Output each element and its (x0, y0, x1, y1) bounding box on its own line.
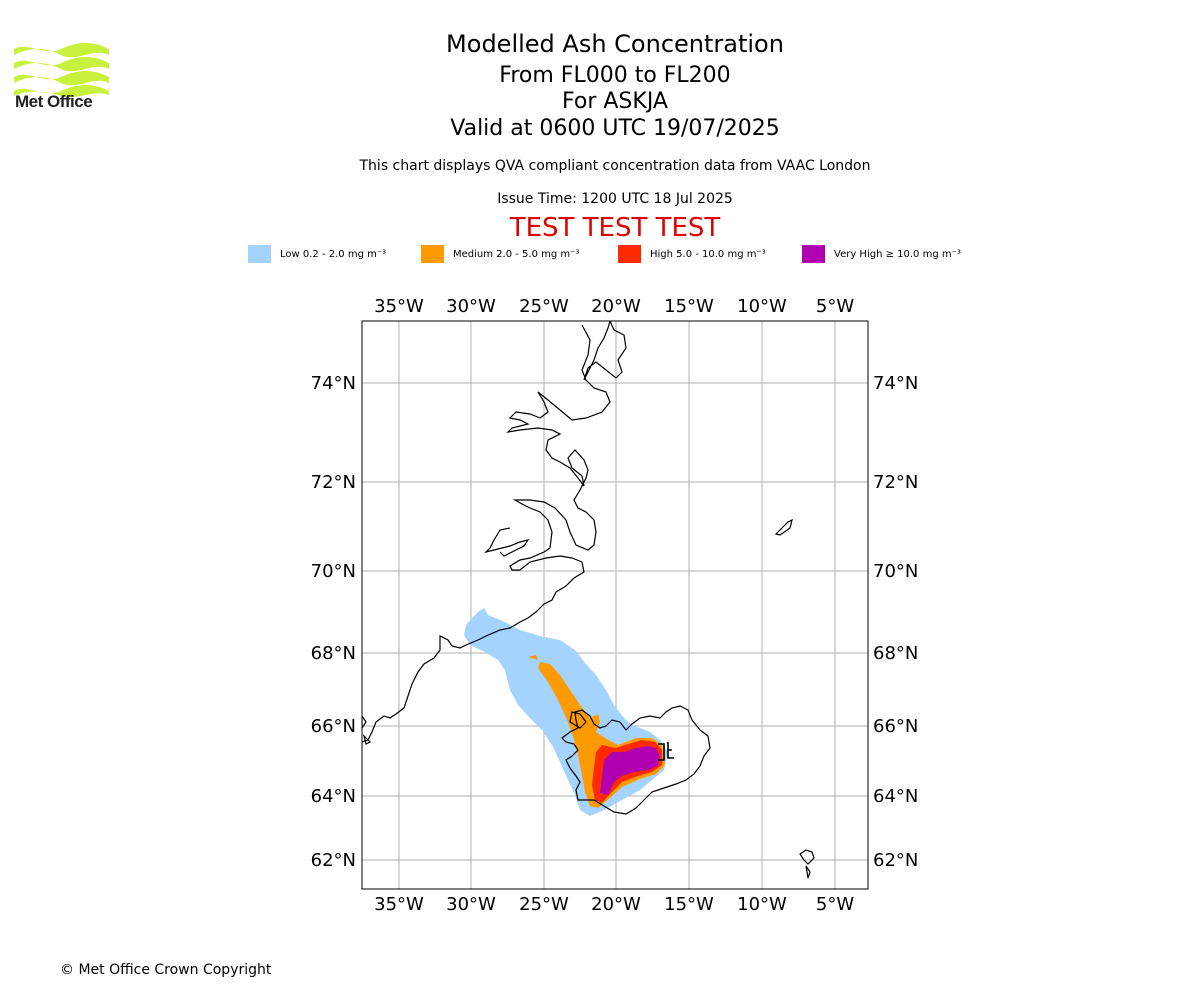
coast-faroes (799, 849, 815, 879)
lat-tick-left: 68°N (311, 643, 356, 664)
lon-tick-bottom: 15°W (664, 894, 714, 915)
lon-tick-bottom: 30°W (446, 894, 496, 915)
coast-greenland (362, 321, 627, 743)
legend-swatch-low (248, 245, 271, 263)
lon-tick-bottom: 5°W (816, 894, 854, 915)
coast-jan-mayen (774, 518, 793, 536)
coastlines (362, 321, 815, 879)
lat-tick-left: 72°N (311, 472, 356, 493)
coast-greenland-fjord-2 (362, 714, 372, 745)
lat-tick-left: 64°N (311, 786, 356, 807)
copyright-notice: © Met Office Crown Copyright (60, 962, 272, 978)
lat-tick-right: 70°N (873, 561, 918, 582)
volcano-marker (658, 742, 674, 761)
legend-swatch-high (618, 245, 641, 263)
chart-description: This chart displays QVA compliant concen… (359, 158, 871, 174)
lon-tick-top: 25°W (519, 296, 569, 317)
volcano-name: For ASKJA (562, 89, 668, 114)
lon-tick-top: 35°W (374, 296, 424, 317)
legend-label-very-high: Very High ≥ 10.0 mg m⁻³ (834, 248, 961, 260)
lat-tick-right: 62°N (873, 850, 918, 871)
lon-tick-top: 10°W (737, 296, 787, 317)
lon-ticks-bottom: 35°W 30°W 25°W 20°W 15°W 10°W 5°W (374, 894, 854, 915)
ash-plume (464, 608, 668, 816)
legend-item-low: Low 0.2 - 2.0 mg m⁻³ (248, 244, 386, 264)
lat-tick-right: 74°N (873, 373, 918, 394)
test-banner: TEST TEST TEST (509, 213, 721, 243)
legend-label-high: High 5.0 - 10.0 mg m⁻³ (650, 248, 766, 260)
lat-tick-left: 70°N (311, 561, 356, 582)
coast-iceland-westfjords (569, 711, 587, 729)
lon-tick-top: 20°W (591, 296, 641, 317)
legend-item-medium: Medium 2.0 - 5.0 mg m⁻³ (421, 244, 579, 264)
lat-tick-left: 74°N (311, 373, 356, 394)
lat-ticks-left: 74°N 72°N 70°N 68°N 66°N 64°N 62°N (311, 373, 356, 871)
map-grid (362, 321, 868, 889)
legend-swatch-medium (421, 245, 444, 263)
lon-tick-top: 5°W (816, 296, 854, 317)
lat-tick-right: 68°N (873, 643, 918, 664)
lon-tick-top: 30°W (446, 296, 496, 317)
lat-tick-left: 62°N (311, 850, 356, 871)
coast-iceland (561, 705, 711, 815)
lon-tick-bottom: 25°W (519, 894, 569, 915)
lat-tick-right: 72°N (873, 472, 918, 493)
ash-very-high-region (600, 746, 660, 795)
valid-time: Valid at 0600 UTC 19/07/2025 (450, 116, 780, 141)
lat-tick-right: 66°N (873, 716, 918, 737)
map-frame (361, 320, 869, 890)
flight-level-range: From FL000 to FL200 (499, 63, 731, 88)
lat-ticks-right: 74°N 72°N 70°N 68°N 66°N 64°N 62°N (873, 373, 918, 871)
lon-tick-bottom: 20°W (591, 894, 641, 915)
lon-tick-bottom: 35°W (374, 894, 424, 915)
legend-label-low: Low 0.2 - 2.0 mg m⁻³ (280, 248, 387, 260)
legend-item-very-high: Very High ≥ 10.0 mg m⁻³ (802, 244, 961, 264)
logo-wordmark: Met Office (15, 92, 93, 111)
lat-tick-left: 66°N (311, 716, 356, 737)
lon-ticks-top: 35°W 30°W 25°W 20°W 15°W 10°W 5°W (374, 296, 854, 317)
issue-time: Issue Time: 1200 UTC 18 Jul 2025 (497, 191, 733, 207)
legend-swatch-very-high (802, 245, 825, 263)
coast-greenland-fjord-1 (484, 527, 530, 557)
lon-tick-bottom: 10°W (737, 894, 787, 915)
met-office-logo (14, 43, 109, 98)
legend-item-high: High 5.0 - 10.0 mg m⁻³ (618, 244, 766, 264)
lat-tick-right: 64°N (873, 786, 918, 807)
chart-title: Modelled Ash Concentration (446, 30, 784, 58)
legend-label-medium: Medium 2.0 - 5.0 mg m⁻³ (453, 248, 580, 260)
lon-tick-top: 15°W (664, 296, 714, 317)
